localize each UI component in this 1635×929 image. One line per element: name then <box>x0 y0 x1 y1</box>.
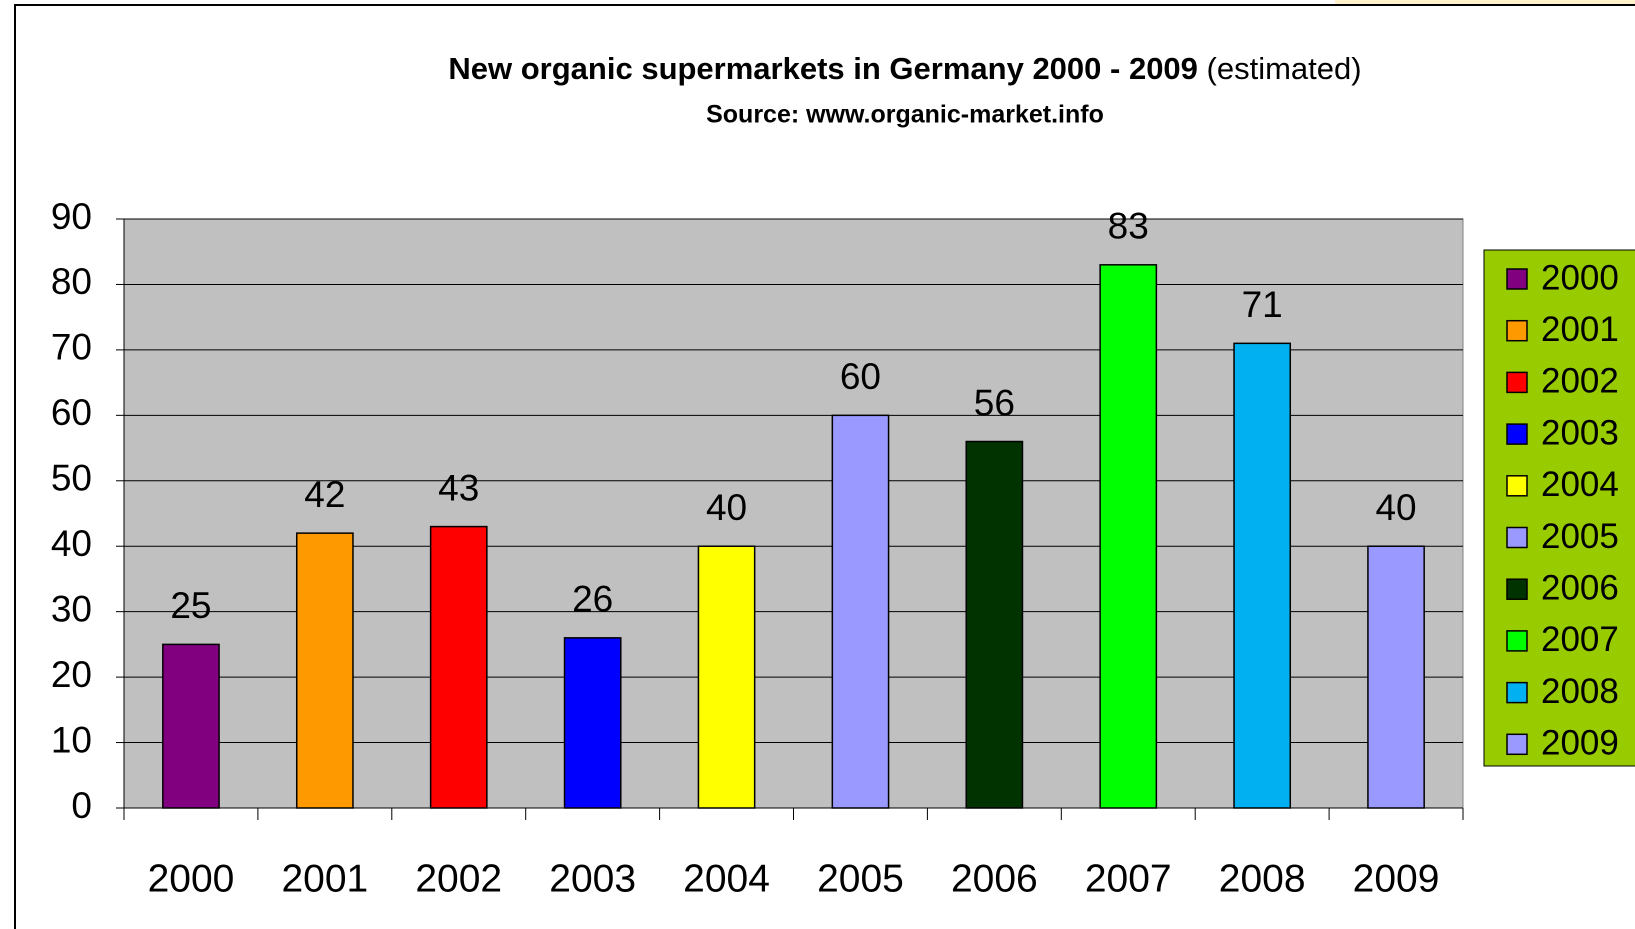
data-label: 43 <box>438 467 479 508</box>
bar <box>1367 545 1425 809</box>
title-main: New organic supermarkets in Germany 2000… <box>448 51 1198 86</box>
chart-subtitle: Source: www.organic-market.info <box>706 101 1104 129</box>
bar <box>1233 342 1292 809</box>
y-tick-label: 10 <box>51 719 92 760</box>
data-label: 56 <box>974 382 1015 423</box>
title-note: (estimated) <box>1207 51 1362 86</box>
x-tick-label: 2004 <box>683 857 770 900</box>
chart-title: New organic supermarkets in Germany 2000… <box>448 51 1361 86</box>
data-label: 40 <box>706 487 747 528</box>
legend-swatch <box>1506 268 1528 290</box>
y-tick-label: 90 <box>51 196 92 237</box>
y-tick-label: 50 <box>51 458 92 499</box>
data-label: 40 <box>1375 487 1416 528</box>
y-tick-label: 70 <box>51 327 92 368</box>
data-label: 25 <box>170 585 211 626</box>
y-tick-label: 60 <box>51 392 92 433</box>
bar <box>429 525 488 809</box>
x-tick-label: 2002 <box>415 857 502 900</box>
legend-label: 2000 <box>1541 258 1619 297</box>
y-tick-label: 40 <box>51 523 92 564</box>
x-tick-label: 2001 <box>281 857 368 900</box>
x-tick-label: 2009 <box>1353 857 1440 900</box>
bar <box>697 545 756 809</box>
data-label: 42 <box>304 474 345 515</box>
legend-swatch <box>1506 578 1528 600</box>
legend-swatch <box>1506 681 1528 704</box>
legend-swatch <box>1506 371 1528 394</box>
legend-label: 2007 <box>1541 620 1619 659</box>
bar <box>965 440 1024 809</box>
legend-label: 2009 <box>1541 724 1619 763</box>
data-label: 71 <box>1242 284 1283 325</box>
legend-label: 2003 <box>1541 413 1619 452</box>
bar <box>1099 264 1158 809</box>
legend-swatch <box>1506 423 1528 445</box>
legend-label: 2008 <box>1541 672 1619 711</box>
bar <box>295 532 354 809</box>
bar <box>831 414 890 809</box>
legend-label: 2001 <box>1541 310 1619 349</box>
chart-frame <box>14 4 1635 929</box>
y-tick-label: 80 <box>51 261 92 302</box>
y-tick-label: 30 <box>51 588 92 629</box>
x-tick-label: 2003 <box>549 857 636 900</box>
x-tick-label: 2006 <box>951 857 1038 900</box>
legend-swatch <box>1506 630 1528 652</box>
y-tick-label: 0 <box>71 785 92 826</box>
bar <box>162 643 220 809</box>
x-tick-label: 2000 <box>148 857 235 900</box>
data-label: 60 <box>840 356 881 397</box>
x-tick-label: 2005 <box>817 857 904 900</box>
legend-label: 2005 <box>1541 517 1619 556</box>
frame-strip <box>1335 0 1635 5</box>
x-tick-label: 2008 <box>1219 857 1306 900</box>
bar <box>563 637 622 809</box>
legend-label: 2004 <box>1541 465 1619 504</box>
legend-swatch <box>1506 526 1528 549</box>
data-label: 26 <box>572 579 613 620</box>
y-tick-label: 20 <box>51 654 92 695</box>
legend-swatch <box>1506 475 1528 497</box>
legend-swatch <box>1506 733 1528 756</box>
x-tick-label: 2007 <box>1085 857 1172 900</box>
legend-swatch <box>1506 319 1528 342</box>
legend-label: 2006 <box>1541 568 1619 607</box>
data-label: 83 <box>1108 206 1149 247</box>
legend-label: 2002 <box>1541 362 1619 401</box>
